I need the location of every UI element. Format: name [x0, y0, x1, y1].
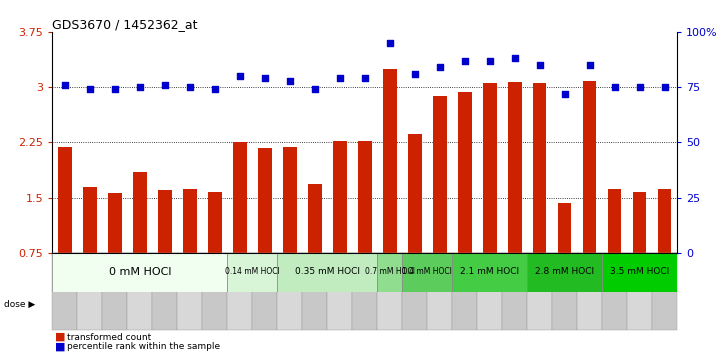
Point: [359, 75, 371, 81]
Bar: [552, 253, 577, 330]
Point: [234, 73, 245, 79]
Bar: [253, 253, 277, 330]
Bar: [483, 84, 496, 253]
Bar: [458, 92, 472, 253]
Bar: [652, 253, 677, 330]
Bar: [402, 253, 427, 330]
Bar: [577, 253, 602, 330]
Bar: [377, 253, 402, 330]
Bar: [158, 190, 172, 253]
Text: 0.7 mM HOCl: 0.7 mM HOCl: [365, 267, 415, 276]
FancyBboxPatch shape: [227, 253, 277, 292]
Bar: [408, 133, 422, 253]
Text: 1.4 mM HOCl: 1.4 mM HOCl: [403, 267, 452, 276]
Bar: [527, 253, 552, 330]
Bar: [657, 189, 671, 253]
Point: [109, 86, 121, 92]
Bar: [283, 147, 296, 253]
Point: [309, 86, 320, 92]
Bar: [83, 187, 97, 253]
Bar: [178, 253, 202, 330]
Point: [84, 86, 95, 92]
Point: [284, 78, 296, 83]
Text: ■: ■: [55, 332, 65, 342]
Point: [659, 84, 670, 90]
Bar: [533, 84, 547, 253]
Point: [134, 84, 146, 90]
Bar: [227, 253, 253, 330]
Text: 2.8 mM HOCl: 2.8 mM HOCl: [535, 267, 594, 276]
Text: 3.5 mM HOCl: 3.5 mM HOCl: [610, 267, 669, 276]
Bar: [152, 253, 178, 330]
Bar: [58, 147, 72, 253]
Bar: [452, 253, 477, 330]
Bar: [507, 82, 521, 253]
Point: [559, 91, 571, 97]
Text: transformed count: transformed count: [67, 332, 151, 342]
Bar: [108, 193, 122, 253]
Point: [484, 58, 496, 63]
Bar: [308, 184, 322, 253]
Point: [434, 64, 446, 70]
Bar: [258, 148, 272, 253]
Text: 0.14 mM HOCl: 0.14 mM HOCl: [225, 267, 280, 276]
Point: [534, 62, 545, 68]
Bar: [608, 189, 622, 253]
Point: [384, 40, 395, 46]
Bar: [277, 253, 302, 330]
Text: ■: ■: [55, 341, 65, 351]
Point: [609, 84, 620, 90]
Bar: [427, 253, 452, 330]
Bar: [433, 96, 446, 253]
Bar: [558, 203, 571, 253]
Bar: [233, 142, 247, 253]
Point: [184, 84, 196, 90]
Point: [409, 71, 421, 77]
Point: [59, 82, 71, 88]
FancyBboxPatch shape: [277, 253, 377, 292]
Bar: [627, 253, 652, 330]
FancyBboxPatch shape: [452, 253, 527, 292]
Point: [459, 58, 470, 63]
FancyBboxPatch shape: [402, 253, 452, 292]
Bar: [477, 253, 502, 330]
Bar: [103, 253, 127, 330]
Point: [159, 82, 170, 88]
Bar: [302, 253, 328, 330]
Bar: [582, 80, 596, 253]
Text: GDS3670 / 1452362_at: GDS3670 / 1452362_at: [52, 18, 198, 31]
Bar: [352, 253, 377, 330]
Bar: [333, 141, 347, 253]
Bar: [602, 253, 627, 330]
Bar: [77, 253, 103, 330]
Bar: [358, 141, 371, 253]
Point: [584, 62, 596, 68]
FancyBboxPatch shape: [527, 253, 602, 292]
Bar: [52, 253, 77, 330]
FancyBboxPatch shape: [377, 253, 402, 292]
Text: 0 mM HOCl: 0 mM HOCl: [108, 267, 171, 277]
Bar: [502, 253, 527, 330]
Text: dose ▶: dose ▶: [4, 300, 35, 309]
Bar: [183, 189, 197, 253]
Bar: [328, 253, 352, 330]
FancyBboxPatch shape: [52, 253, 227, 292]
Text: 2.1 mM HOCl: 2.1 mM HOCl: [460, 267, 519, 276]
Bar: [383, 69, 397, 253]
Bar: [133, 172, 147, 253]
FancyBboxPatch shape: [602, 253, 677, 292]
Bar: [633, 192, 646, 253]
Point: [334, 75, 346, 81]
Point: [509, 56, 521, 61]
Text: 0.35 mM HOCl: 0.35 mM HOCl: [295, 267, 360, 276]
Point: [634, 84, 646, 90]
Point: [209, 86, 221, 92]
Bar: [208, 192, 222, 253]
Text: percentile rank within the sample: percentile rank within the sample: [67, 342, 220, 351]
Bar: [127, 253, 152, 330]
Point: [259, 75, 271, 81]
Bar: [202, 253, 227, 330]
